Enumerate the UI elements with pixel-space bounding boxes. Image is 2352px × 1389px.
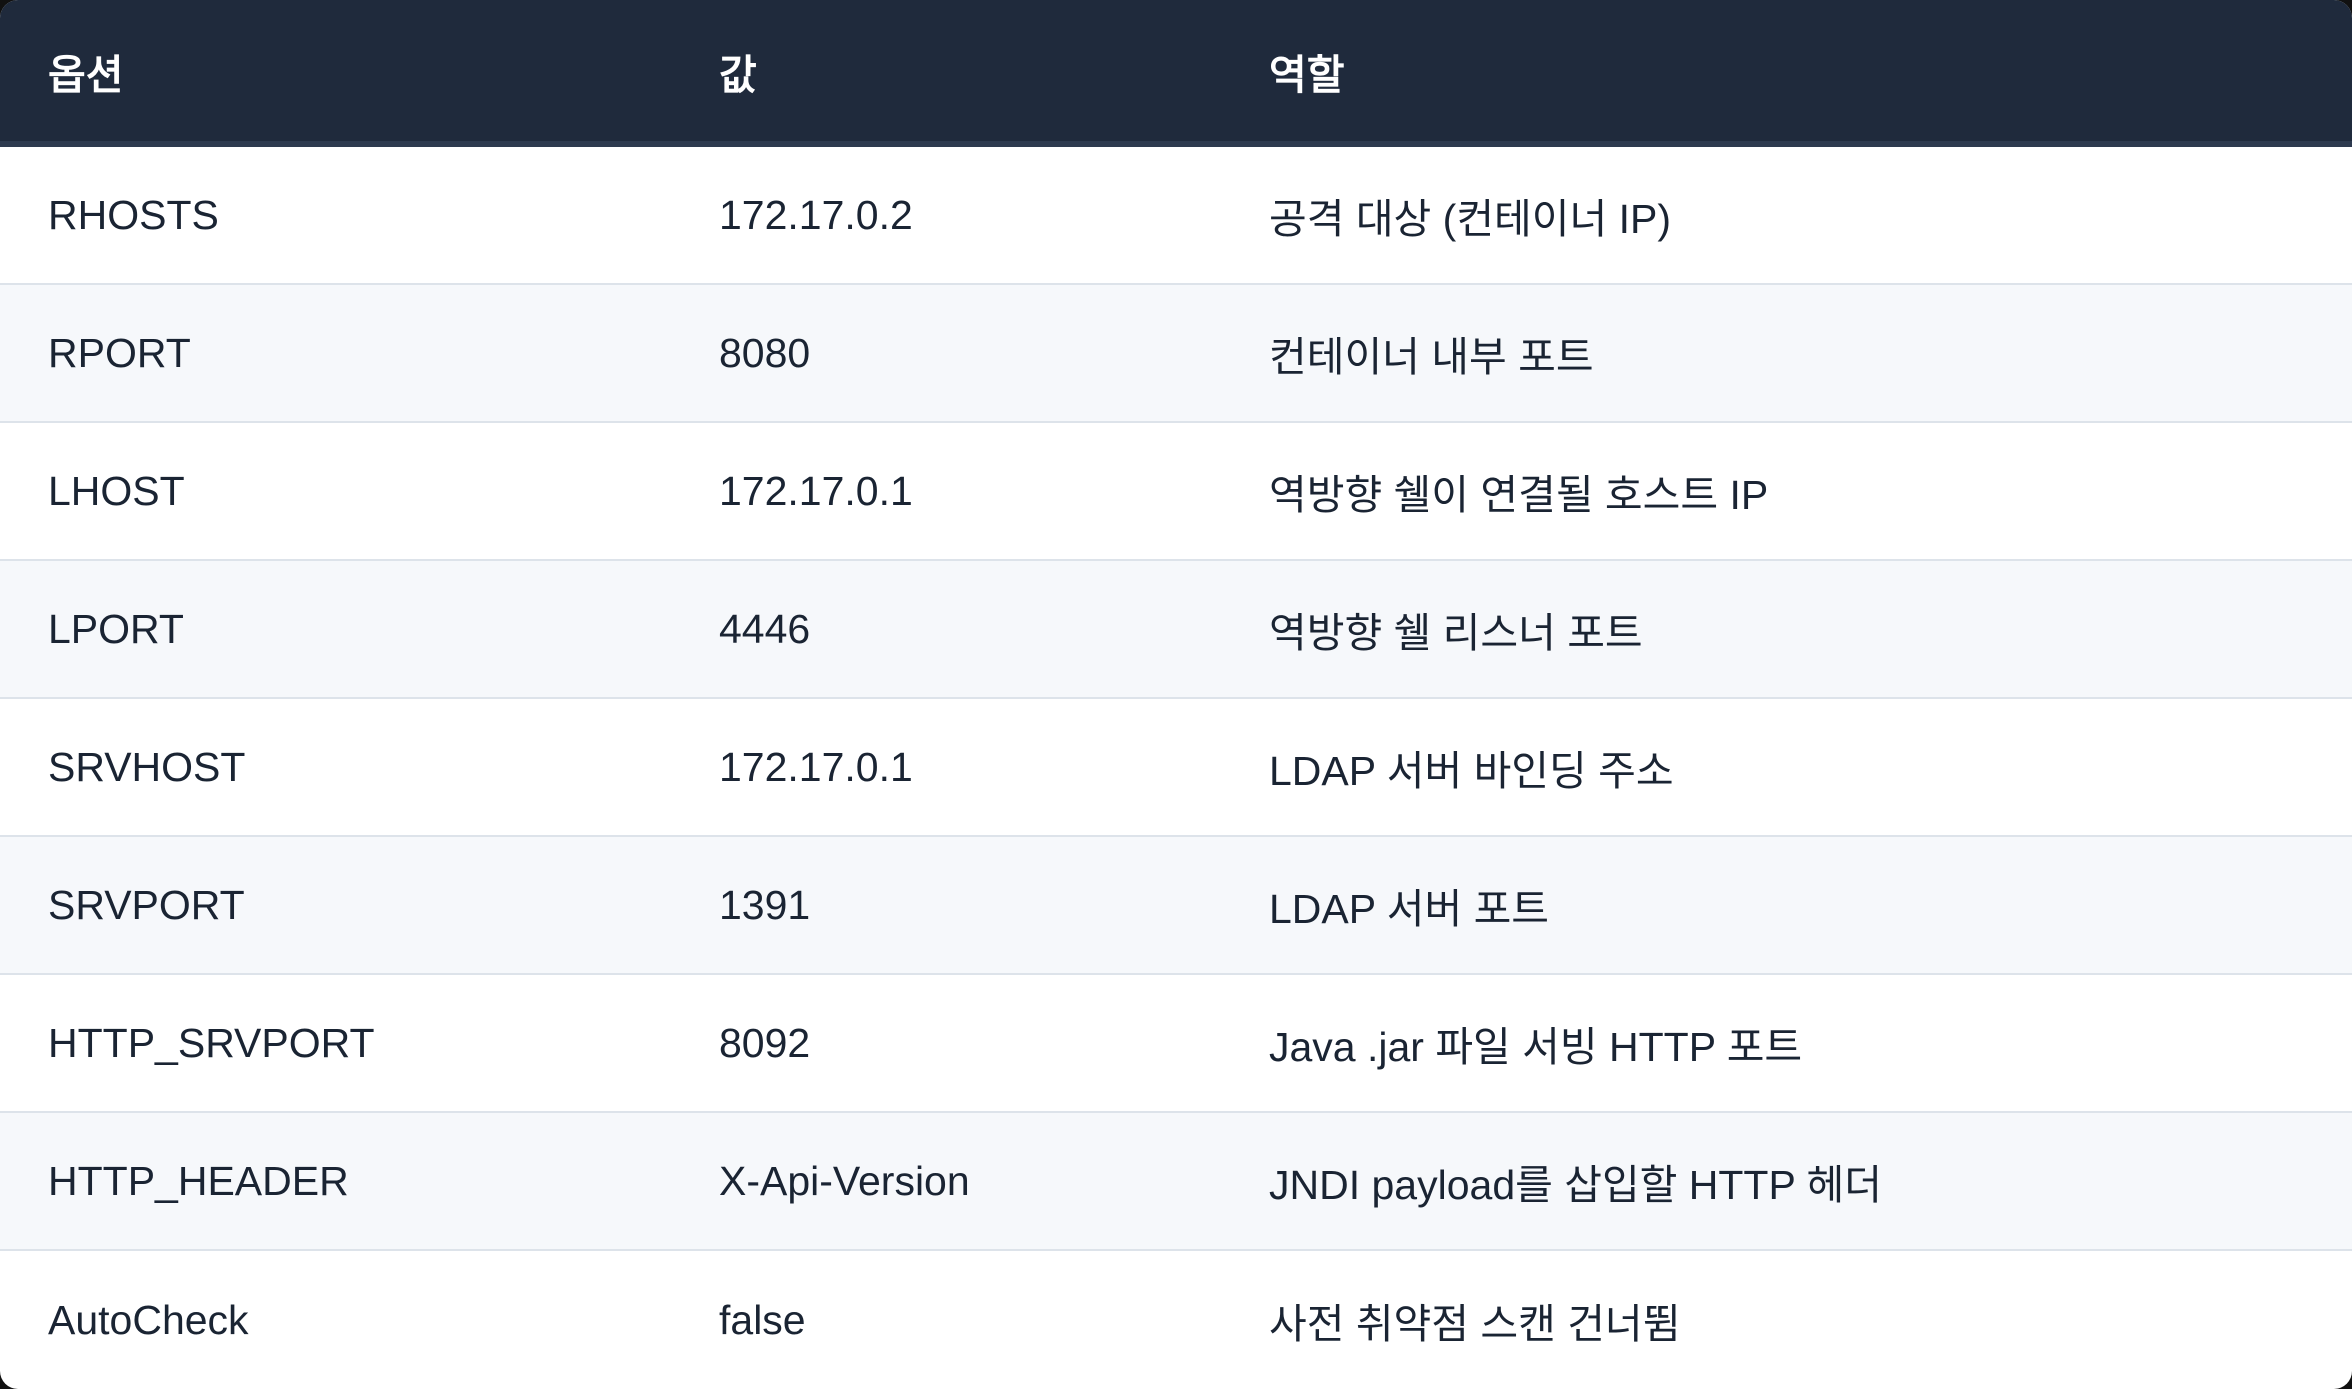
cell-value: 4446 (719, 605, 811, 652)
table-row: AutoCheck false 사전 취약점 스캔 건너뜀 (0, 1251, 2352, 1389)
cell-option: SRVPORT (48, 881, 245, 928)
cell-role: 컨테이너 내부 포트 (1269, 334, 1594, 380)
cell-option: LHOST (48, 467, 185, 514)
cell-value: 8092 (719, 1019, 811, 1066)
cell-value: 172.17.0.2 (719, 191, 913, 238)
table-row: HTTP_SRVPORT 8092 Java .jar 파일 서빙 HTTP 포… (0, 975, 2352, 1113)
table-row: RPORT 8080 컨테이너 내부 포트 (0, 285, 2352, 423)
cell-option: RPORT (48, 329, 191, 376)
cell-option: HTTP_SRVPORT (48, 1019, 375, 1066)
table-row: LPORT 4446 역방향 쉘 리스너 포트 (0, 561, 2352, 699)
table-header: 옵션 값 역할 (0, 0, 2352, 147)
header-role: 역할 (1269, 51, 1345, 98)
cell-role: JNDI payload를 삽입할 HTTP 헤더 (1269, 1162, 1882, 1208)
header-option: 옵션 (48, 51, 124, 98)
cell-option: RHOSTS (48, 191, 219, 238)
cell-option: HTTP_HEADER (48, 1157, 349, 1204)
table-row: SRVPORT 1391 LDAP 서버 포트 (0, 837, 2352, 975)
cell-option: AutoCheck (48, 1296, 249, 1343)
cell-role: 역방향 쉘이 연결될 호스트 IP (1269, 472, 1769, 518)
table-row: LHOST 172.17.0.1 역방향 쉘이 연결될 호스트 IP (0, 423, 2352, 561)
table-row: SRVHOST 172.17.0.1 LDAP 서버 바인딩 주소 (0, 699, 2352, 837)
table-row: RHOSTS 172.17.0.2 공격 대상 (컨테이너 IP) (0, 147, 2352, 285)
cell-option: SRVHOST (48, 743, 246, 790)
cell-value: false (719, 1296, 806, 1343)
cell-option: LPORT (48, 605, 184, 652)
cell-value: 172.17.0.1 (719, 743, 913, 790)
table-row: HTTP_HEADER X-Api-Version JNDI payload를 … (0, 1113, 2352, 1251)
cell-role: 역방향 쉘 리스너 포트 (1269, 610, 1643, 656)
cell-role: Java .jar 파일 서빙 HTTP 포트 (1269, 1024, 1803, 1070)
cell-role: 공격 대상 (컨테이너 IP) (1269, 196, 1671, 242)
cell-value: 172.17.0.1 (719, 467, 913, 514)
cell-role: LDAP 서버 포트 (1269, 886, 1550, 932)
cell-role: 사전 취약점 스캔 건너뜀 (1269, 1301, 1681, 1347)
header-value: 값 (719, 51, 757, 98)
cell-value: 8080 (719, 329, 811, 376)
cell-value: 1391 (719, 881, 811, 928)
cell-role: LDAP 서버 바인딩 주소 (1269, 748, 1674, 794)
cell-value: X-Api-Version (719, 1157, 970, 1204)
